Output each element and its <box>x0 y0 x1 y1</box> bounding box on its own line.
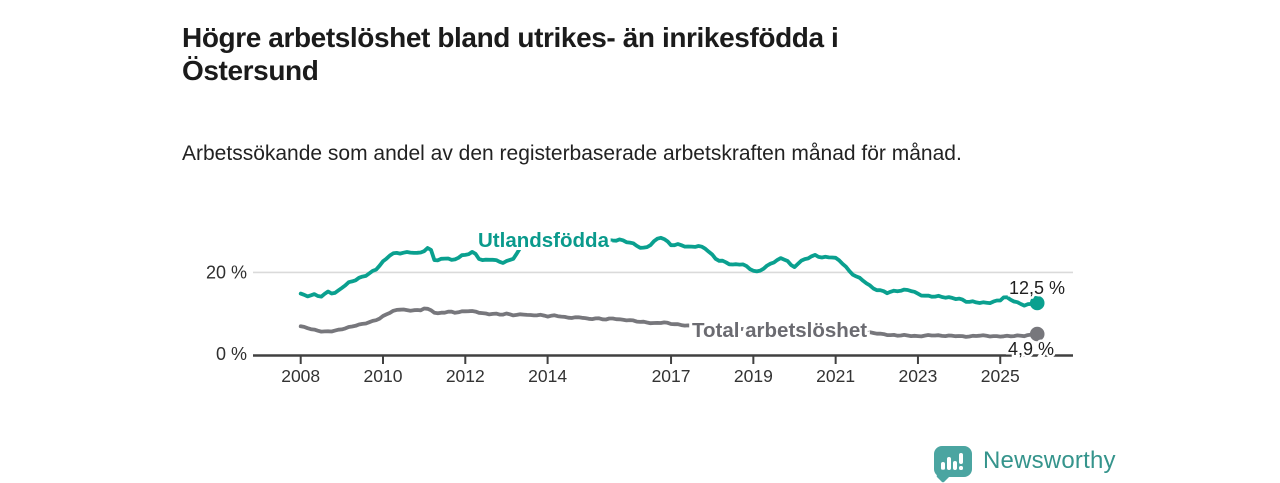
end-dot-utlandsfodda <box>1029 295 1045 311</box>
x-tick-label: 2010 <box>364 366 403 386</box>
newsworthy-logo: Newsworthy <box>934 443 1116 479</box>
x-tick-label: 2023 <box>898 366 937 386</box>
y-tick-label: 0 % <box>216 344 247 364</box>
chart-title: Högre arbetslöshet bland utrikes- än inr… <box>182 21 839 87</box>
chart-subtitle: Arbetssökande som andel av den registerb… <box>182 142 962 165</box>
x-tick-label: 2008 <box>281 366 320 386</box>
brand-name: Newsworthy <box>983 447 1116 474</box>
series-line-total <box>298 306 1038 339</box>
end-value-label: 4,9 % <box>1008 339 1054 359</box>
x-tick-label: 2019 <box>734 366 773 386</box>
end-dot-total <box>1029 326 1045 342</box>
x-tick-label: 2014 <box>528 366 567 386</box>
logo-bars <box>941 452 963 470</box>
logo-exclamation <box>959 452 963 470</box>
x-tick-label: 2021 <box>816 366 855 386</box>
end-value-label: 12,5 % <box>1009 278 1065 298</box>
x-tick-label: 2012 <box>446 366 485 386</box>
x-tick-label: 2017 <box>652 366 691 386</box>
y-tick-label: 20 % <box>206 262 247 282</box>
bar-chart-speech-bubble-icon <box>934 445 972 477</box>
series-line-utlandsfodda <box>298 235 1038 308</box>
series-label: Utlandsfödda <box>478 229 610 252</box>
x-tick-label: 2025 <box>981 366 1020 386</box>
series-label: Total arbetslöshet <box>692 319 867 342</box>
